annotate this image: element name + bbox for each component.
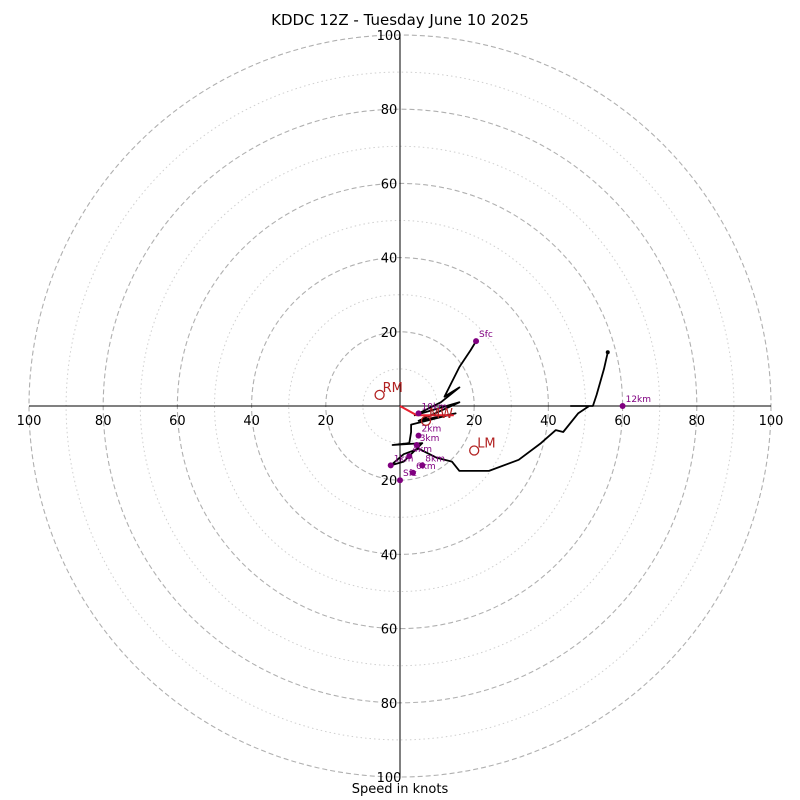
height-marker-8km — [419, 462, 426, 469]
height-marker-1km-label: 1km — [394, 454, 414, 464]
y-tick-label: 60 — [381, 177, 398, 192]
height-marker-4km-label: 4km — [412, 445, 432, 455]
y-tick-label: 100 — [377, 771, 402, 786]
storm-motion-lm — [469, 445, 480, 456]
x-tick-label: 40 — [243, 414, 260, 429]
height-marker-6km-label: 6km — [416, 462, 436, 472]
x-tick-label: 20 — [466, 414, 483, 429]
height-marker-8km-label: 8km — [425, 454, 445, 464]
y-tick-label: 20 — [381, 474, 398, 489]
trace-end-point — [605, 350, 610, 355]
storm-motion-mw — [420, 415, 432, 426]
y-tick-label: 60 — [381, 623, 398, 638]
height-marker-10km — [415, 410, 422, 417]
height-marker-sfc-label: Sfc — [479, 330, 493, 340]
height-marker-1km — [387, 462, 394, 469]
chart-title: KDDC 12Z - Tuesday June 10 2025 — [271, 11, 529, 29]
storm-motion-mw-label: MW — [429, 407, 453, 422]
height-marker-sfc — [473, 338, 480, 345]
height-marker-12km — [619, 403, 626, 409]
x-tick-label: 100 — [759, 414, 784, 429]
x-tick-label: 20 — [318, 414, 335, 429]
x-tick-label: 40 — [540, 414, 557, 429]
height-marker-sfc — [397, 477, 403, 484]
x-axis-label: Speed in knots — [351, 782, 449, 797]
height-marker-10km-label: 10km — [422, 402, 447, 412]
y-tick-label: 40 — [381, 252, 398, 267]
y-tick-label: 80 — [381, 697, 398, 712]
height-marker-3km — [413, 441, 420, 448]
storm-motion-rm — [374, 389, 385, 401]
height-marker-12km-label: 12km — [626, 395, 651, 405]
y-tick-label: 20 — [381, 326, 398, 341]
height-marker-3km-label: 3km — [420, 434, 440, 444]
y-tick-label: 100 — [377, 29, 402, 44]
x-tick-label: 60 — [614, 414, 631, 429]
x-tick-label: 60 — [169, 414, 186, 429]
height-marker-4km — [406, 453, 413, 460]
height-marker-2km-label: 2km — [422, 425, 442, 435]
storm-motion-lm-label: LM — [477, 437, 495, 452]
height-marker-2km — [415, 432, 422, 439]
x-tick-label: 80 — [689, 414, 706, 429]
y-tick-label: 40 — [381, 548, 398, 563]
x-tick-label: 80 — [95, 414, 112, 429]
height-marker-6km — [409, 469, 416, 476]
storm-motion-rm-label: RM — [383, 381, 403, 396]
hodograph-trace — [389, 340, 609, 472]
y-tick-label: 80 — [381, 103, 398, 118]
x-tick-label: 100 — [17, 414, 42, 429]
height-marker-sfc-label: Sfc — [403, 469, 417, 479]
